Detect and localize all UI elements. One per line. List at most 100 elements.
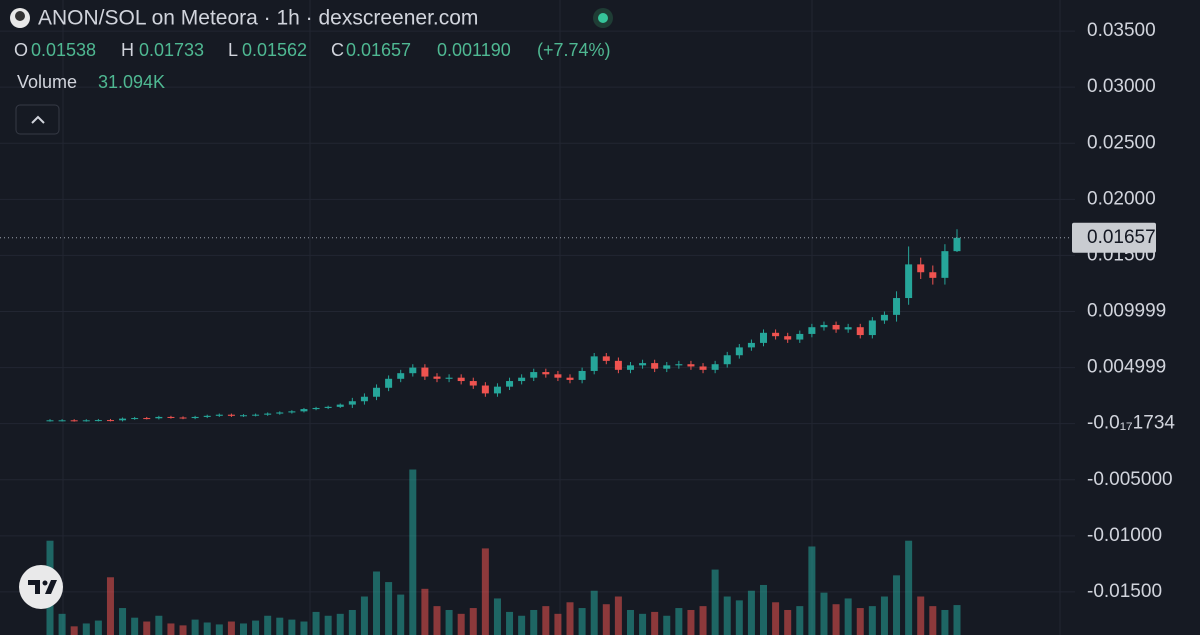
volume-bar	[626, 609, 634, 635]
candle-body	[687, 364, 695, 367]
volume-bar	[868, 606, 876, 635]
candle-body	[760, 332, 768, 343]
volume-bar	[167, 623, 175, 635]
volume-bar	[131, 617, 139, 635]
volume-bar	[614, 596, 622, 635]
y-tick-label: -0.01000	[1087, 525, 1162, 546]
volume-bar	[215, 624, 223, 635]
volume-bar	[602, 604, 610, 635]
volume-bar	[953, 605, 961, 635]
volume-bar	[820, 592, 828, 635]
volume-bar	[191, 619, 199, 635]
volume-bar	[433, 606, 441, 635]
candle-body	[239, 415, 247, 417]
candle-body	[590, 356, 598, 371]
candle-body	[264, 413, 272, 415]
candle-body	[844, 327, 852, 330]
volume-bar	[385, 582, 393, 635]
candle-body	[747, 342, 755, 348]
y-tick-label: 0.03500	[1087, 20, 1156, 41]
collapse-icon[interactable]	[31, 115, 45, 124]
candle-body	[651, 363, 659, 369]
candle-body	[421, 367, 429, 377]
volume-bar	[119, 608, 127, 635]
candle-body	[639, 363, 647, 366]
candle-body	[626, 365, 634, 370]
volume-bar	[155, 615, 163, 635]
candle-body	[506, 381, 514, 387]
candle-body	[469, 381, 477, 386]
volume-bar	[856, 608, 864, 635]
candle-body	[203, 415, 211, 417]
candle-body	[602, 356, 610, 361]
volume-bar	[832, 604, 840, 635]
volume-bar	[663, 615, 671, 635]
legend-change-pct: (+7.74%)	[537, 40, 611, 60]
candle-body	[868, 320, 876, 336]
logo-mark[interactable]	[28, 580, 57, 594]
volume-bar	[203, 622, 211, 635]
volume-bar	[409, 469, 417, 635]
collapse-button[interactable]	[15, 104, 60, 135]
ohlc-legend: O 0.01538 H 0.01733 L 0.01562 C 0.01657 …	[14, 40, 611, 92]
candle-body	[58, 420, 66, 422]
candle-body	[348, 401, 356, 405]
price-axis: 0.035000.030000.025000.020000.015000.009…	[1072, 20, 1175, 602]
candle-body	[832, 324, 840, 330]
volume-bar	[82, 623, 90, 635]
y-tick-label: 0.02000	[1087, 188, 1156, 209]
volume-bar	[58, 613, 66, 635]
candle-body	[360, 396, 368, 402]
volume-bar	[530, 609, 538, 635]
candle-body	[300, 409, 308, 412]
candle-body	[167, 416, 175, 418]
candle-body	[917, 264, 925, 273]
y-tick-label: -0.005000	[1087, 469, 1173, 490]
chart-title: ANON/SOL on Meteora · 1h · dexscreener.c…	[38, 7, 478, 30]
logo-dot[interactable]	[42, 580, 48, 586]
volume-bar	[445, 609, 453, 635]
volume-bar	[300, 621, 308, 635]
candle-body	[518, 377, 526, 382]
candles	[0, 229, 1075, 422]
volume-bar	[760, 584, 768, 635]
volume-bar	[941, 609, 949, 635]
volume-bar	[711, 569, 719, 635]
candle-body	[675, 364, 683, 366]
volume-value: 31.094K	[98, 72, 165, 92]
tradingview-logo[interactable]	[19, 565, 63, 609]
legend-letter: H	[121, 40, 134, 60]
volume-bar	[566, 602, 574, 635]
volume-bar	[143, 621, 151, 635]
volume-bar	[360, 596, 368, 635]
volume-bar	[288, 619, 296, 635]
last-price-label: 0.01657	[1087, 227, 1156, 248]
candle-body	[131, 418, 139, 420]
candle-body	[772, 332, 780, 337]
collapse-button-frame[interactable]	[15, 104, 60, 135]
candle-body	[699, 366, 707, 370]
volume-bar	[493, 598, 501, 635]
candle-body	[880, 314, 888, 321]
candle-body	[711, 364, 719, 370]
logo-circle[interactable]	[19, 565, 63, 609]
volume-bar	[312, 611, 320, 635]
candle-body	[227, 414, 235, 416]
volume-bar	[397, 594, 405, 635]
candle-body	[312, 407, 320, 410]
legend-value: 0.01562	[242, 40, 307, 60]
candle-body	[70, 420, 78, 422]
candle-body	[457, 377, 465, 382]
volume-bar	[106, 577, 114, 635]
header: ANON/SOL on Meteora · 1h · dexscreener.c…	[10, 7, 613, 30]
legend-change: 0.001190	[437, 40, 511, 60]
volume-bar	[457, 613, 465, 635]
volume-bar	[469, 608, 477, 635]
volume-bar	[917, 596, 925, 635]
volume-bar	[276, 617, 284, 635]
volume-bar	[578, 608, 586, 635]
volume-bar	[239, 623, 247, 635]
candle-body	[445, 377, 453, 379]
